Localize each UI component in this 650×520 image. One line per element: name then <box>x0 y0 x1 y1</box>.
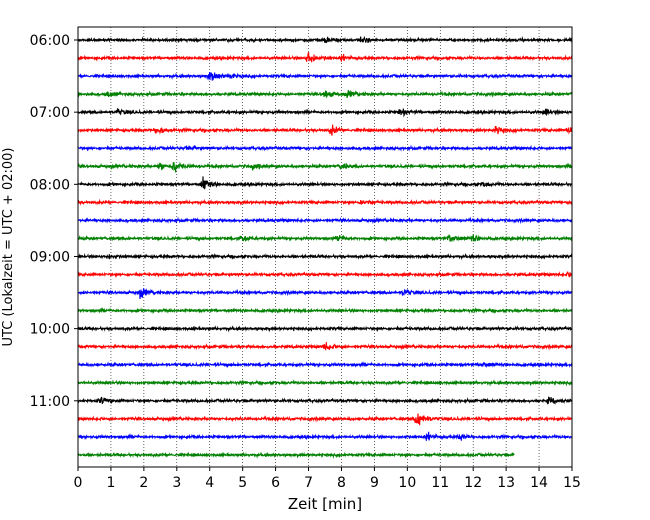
x-tick-label: 7 <box>304 475 313 491</box>
trace-row-1045 <box>77 379 573 387</box>
trace-row-0600 <box>77 35 573 44</box>
trace-row-1145 <box>77 451 515 459</box>
y-tick-label: 10:00 <box>30 322 70 338</box>
y-axis-label: UTC (Lokalzeit = UTC + 02:00) <box>1 148 16 347</box>
trace-row-0745 <box>77 161 573 173</box>
trace-row-0615 <box>77 51 573 63</box>
trace-row-1115 <box>77 413 573 426</box>
x-axis-ticks: 0 1 2 3 4 5 6 7 8 9 10 11 12 13 14 15 <box>74 467 581 491</box>
trace-row-0645 <box>77 89 573 99</box>
trace-row-1100 <box>77 396 573 405</box>
x-tick-label: 15 <box>563 475 581 491</box>
trace-row-0730 <box>77 144 573 152</box>
x-tick-label: 9 <box>370 475 379 491</box>
x-tick-label: 12 <box>464 475 482 491</box>
x-axis-label: Zeit [min] <box>288 495 362 513</box>
x-tick-label: 13 <box>497 475 515 491</box>
y-tick-label: 08:00 <box>30 177 70 193</box>
x-tick-label: 14 <box>530 475 548 491</box>
x-tick-label: 4 <box>205 475 214 491</box>
trace-row-0845 <box>77 234 573 243</box>
x-tick-label: 6 <box>271 475 280 491</box>
x-tick-label: 3 <box>172 475 181 491</box>
y-tick-label: 11:00 <box>30 394 70 410</box>
y-tick-label: 09:00 <box>30 249 70 265</box>
trace-row-1030 <box>77 361 573 369</box>
x-tick-label: 1 <box>106 475 115 491</box>
trace-row-1000 <box>77 325 573 333</box>
trace-row-0945 <box>77 307 573 315</box>
y-tick-label: 06:00 <box>30 33 70 49</box>
x-tick-label: 5 <box>238 475 247 491</box>
x-tick-label: 11 <box>431 475 449 491</box>
trace-rows <box>77 35 573 459</box>
trace-row-0915 <box>77 270 573 278</box>
x-tick-label: 0 <box>74 475 83 491</box>
x-tick-label: 2 <box>139 475 148 491</box>
trace-row-0900 <box>77 253 573 261</box>
x-tick-label: 10 <box>398 475 416 491</box>
plot-frame <box>77 26 573 468</box>
vertical-grid <box>110 27 540 467</box>
y-axis-ticks: 06:00 07:00 08:00 09:00 10:00 11:00 <box>30 33 78 410</box>
trace-row-0830 <box>77 216 573 225</box>
x-tick-label: 8 <box>337 475 346 491</box>
trace-row-1130 <box>77 431 573 441</box>
trace-row-0930 <box>77 288 573 299</box>
trace-row-0715 <box>77 124 573 136</box>
trace-row-0630 <box>77 71 573 81</box>
y-tick-label: 07:00 <box>30 105 70 121</box>
trace-row-0815 <box>77 198 573 207</box>
trace-row-0700 <box>77 107 573 118</box>
trace-row-0800 <box>77 176 573 190</box>
trace-row-1015 <box>77 342 573 351</box>
